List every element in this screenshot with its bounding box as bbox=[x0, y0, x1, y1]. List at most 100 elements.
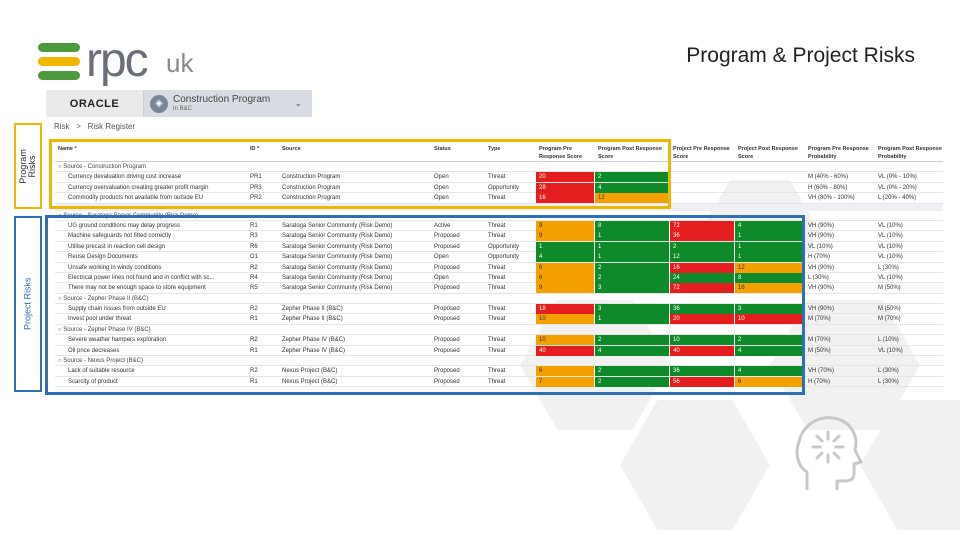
column-header[interactable]: Program Pre Response Probability bbox=[808, 146, 869, 160]
cell-source: Construction Program bbox=[282, 184, 341, 191]
cell-prob-pre: H (70%) bbox=[808, 254, 831, 261]
chevron-down-icon[interactable]: ⌄ bbox=[294, 98, 302, 108]
cell-name: There may not be enough space to store e… bbox=[68, 285, 206, 292]
cell-jpost: 1 bbox=[735, 252, 802, 263]
table-row[interactable]: Machine safeguards not fitted correctly R… bbox=[55, 231, 943, 242]
cell-ppre: 6 bbox=[536, 272, 594, 283]
column-header[interactable]: Program Pre Response Score bbox=[539, 146, 583, 160]
cell-id: R2 bbox=[250, 337, 258, 344]
breadcrumb-root[interactable]: Risk bbox=[54, 122, 70, 131]
cell-name: Unsafe working in windy conditions bbox=[68, 264, 162, 271]
cell-ppost: 1 bbox=[595, 241, 669, 252]
table-row[interactable]: Lack of suitable resource R2 Nexus Project… bbox=[55, 366, 943, 377]
program-risks-label: Program Risks bbox=[17, 148, 38, 184]
cell-ppre: 9 bbox=[536, 220, 594, 231]
cell-type: Threat bbox=[488, 378, 506, 385]
cell-ppre: 18 bbox=[536, 304, 594, 315]
cell-jpre: 36 bbox=[670, 366, 734, 377]
cell-id: R4 bbox=[250, 274, 258, 281]
table-row[interactable]: Currency overvaluation creating greater … bbox=[55, 182, 943, 194]
cell-id: R5 bbox=[250, 285, 258, 292]
table-row[interactable]: Unsafe working in windy conditions R2 Sara… bbox=[55, 262, 943, 273]
cell-prob-post: VL (0% - 20%) bbox=[878, 184, 917, 191]
cell-prob-pre: L (30%) bbox=[808, 274, 829, 281]
column-header[interactable]: Name * bbox=[58, 146, 77, 152]
svg-text:uk: uk bbox=[166, 48, 194, 78]
cell-jpost bbox=[735, 172, 802, 182]
cell-id: R2 bbox=[250, 368, 258, 375]
table-row[interactable]: Currency devaluation driving cost increa… bbox=[55, 172, 943, 183]
cell-jpost: 4 bbox=[735, 220, 802, 231]
table-row[interactable]: Supply chain issues from outside EU R2 Zep… bbox=[55, 304, 943, 315]
column-header[interactable]: ID * bbox=[250, 146, 260, 152]
table-row[interactable]: There may not be enough space to store e… bbox=[55, 283, 943, 294]
cell-jpre: 2 bbox=[670, 241, 734, 252]
cell-ppost: 2 bbox=[595, 262, 669, 273]
cell-name: Supply chain issues from outside EU bbox=[68, 306, 166, 313]
cell-ppre: 9 bbox=[536, 231, 594, 242]
cell-jpre bbox=[670, 193, 734, 203]
cell-jpre: 56 bbox=[670, 376, 734, 387]
column-header[interactable]: Project Pre Response Score bbox=[673, 146, 730, 160]
table-row[interactable]: Commodity products not available from ou… bbox=[55, 193, 943, 204]
project-risks-label: Project Risks bbox=[22, 277, 33, 331]
cell-prob-post: M (70%) bbox=[878, 316, 901, 323]
cell-prob-pre: M (50%) bbox=[808, 347, 831, 354]
slide-title: Program & Project Risks bbox=[686, 44, 915, 67]
cell-jpre: 36 bbox=[670, 231, 734, 242]
cell-status: Open bbox=[434, 254, 449, 261]
cell-type: Threat bbox=[488, 306, 506, 313]
cell-prob-post: L (30%) bbox=[878, 368, 899, 375]
cell-jpost: 8 bbox=[735, 272, 802, 283]
cell-name: UG ground conditions may delay progress bbox=[68, 222, 181, 229]
cell-prob-pre: VH (90%) bbox=[808, 306, 835, 313]
table-row[interactable]: Reuse Design Documents O1 Saratoga Senior … bbox=[55, 252, 943, 263]
cell-jpost: 3 bbox=[735, 304, 802, 315]
cell-ppre: 40 bbox=[536, 345, 594, 356]
cell-source: Saratoga Senior Community (Risk Demo) bbox=[282, 264, 393, 271]
cell-name: Utilise precast in reaction cell design bbox=[68, 243, 166, 250]
cell-ppre: 20 bbox=[536, 172, 594, 183]
program-selector[interactable]: ◈ Construction Program In B&C ⌄ bbox=[144, 90, 312, 117]
table-row[interactable]: Oil price decreases R1 Zepher Phase IV (B&… bbox=[55, 345, 943, 357]
breadcrumb: Risk > Risk Register bbox=[54, 122, 135, 131]
table-row[interactable]: Severe weather hampers exploration R2 Zeph… bbox=[55, 335, 943, 346]
cell-type: Threat bbox=[488, 233, 506, 240]
table-row[interactable]: Invest pool under threat R1 Zepher Phase I… bbox=[55, 314, 943, 325]
group-row[interactable]: ○ Source - Zepher Phase IV (B&C) bbox=[55, 325, 943, 336]
cell-name: Invest pool under threat bbox=[68, 316, 132, 323]
cell-source: Saratoga Senior Community (Risk Demo) bbox=[282, 285, 393, 292]
cell-ppre: 6 bbox=[536, 262, 594, 273]
column-header[interactable]: Source bbox=[282, 146, 301, 152]
cell-ppre: 4 bbox=[536, 252, 594, 263]
cell-jpost: 16 bbox=[735, 283, 802, 294]
table-row[interactable]: Scarcity of product R1 Nexus Project (B&C)… bbox=[55, 376, 943, 388]
cell-jpre: 72 bbox=[670, 283, 734, 294]
column-header[interactable]: Program Post Response Probability bbox=[878, 146, 942, 160]
cell-ppost: 3 bbox=[595, 283, 669, 294]
group-row[interactable]: ○ Source - Nexus Project (B&C) bbox=[55, 356, 943, 367]
cell-jpost: 1 bbox=[735, 241, 802, 252]
group-row[interactable]: ○ Source - Construction Program bbox=[55, 162, 943, 173]
table-row[interactable]: UG ground conditions may delay progress R… bbox=[55, 220, 943, 232]
cell-ppost: 2 bbox=[595, 272, 669, 283]
cell-name: Severe weather hampers exploration bbox=[68, 337, 167, 344]
cell-id: R1 bbox=[250, 378, 258, 385]
column-header[interactable]: Status bbox=[434, 146, 451, 152]
group-row[interactable]: ○ Source - Zepher Phase II (B&C) bbox=[55, 294, 943, 305]
cell-type: Threat bbox=[488, 368, 506, 375]
column-header[interactable]: Project Post Response Score bbox=[738, 146, 798, 160]
cell-prob-post: VL (10%) bbox=[878, 222, 903, 229]
cell-jpre: 72 bbox=[670, 220, 734, 231]
cell-id: PR1 bbox=[250, 174, 262, 181]
table-row[interactable]: Electrical power lines not found and in … bbox=[55, 272, 943, 284]
table-row[interactable]: Utilise precast in reaction cell design R… bbox=[55, 241, 943, 253]
cell-status: Open bbox=[434, 184, 449, 191]
cell-jpost bbox=[735, 193, 802, 203]
cell-id: PR3 bbox=[250, 184, 262, 191]
bg-hexagon bbox=[620, 400, 770, 530]
column-header[interactable]: Type bbox=[488, 146, 501, 152]
cell-status: Open bbox=[434, 274, 449, 281]
column-header[interactable]: Program Post Response Score bbox=[598, 146, 662, 160]
